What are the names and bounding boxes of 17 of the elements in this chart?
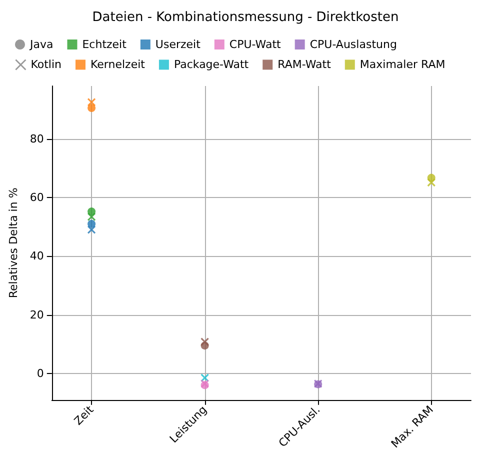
y-tick-label: 0 — [36, 366, 44, 380]
y-tick-label: 60 — [30, 190, 44, 204]
y-tick-label: 80 — [30, 132, 44, 146]
legend-label: Package-Watt — [174, 58, 250, 72]
y-axis-title: Relatives Delta in % — [7, 188, 20, 298]
legend-label: Kotlin — [30, 58, 62, 72]
legend-label: RAM-Watt — [278, 58, 332, 72]
legend-label: Userzeit — [155, 38, 202, 51]
chart-title: Dateien - Kombinationsmessung - Direktkosten — [92, 10, 399, 25]
legend-label: Echtzeit — [82, 38, 128, 51]
legend-label: Kernelzeit — [90, 58, 146, 72]
legend-label: CPU-Auslastung — [310, 38, 397, 51]
y-tick-label: 40 — [30, 250, 44, 263]
legend-label: Java — [29, 38, 54, 51]
y-tick-label: 20 — [30, 308, 44, 322]
legend-label: CPU-Watt — [229, 38, 282, 51]
legend-label: Maximaler RAM — [360, 58, 446, 72]
